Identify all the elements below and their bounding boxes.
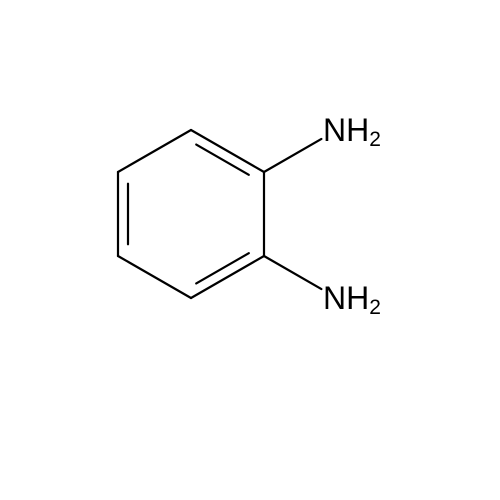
bond-c2-c3 — [191, 256, 264, 298]
bond-c2-n2 — [264, 256, 321, 289]
atom-label-n2: NH2 — [323, 280, 381, 319]
bond-c5-c6 — [118, 130, 191, 172]
bond-c6-c1 — [191, 130, 264, 172]
bond-c3-c4 — [118, 256, 191, 298]
bond-c1-n1 — [264, 139, 321, 172]
atom-label-n1: NH2 — [323, 112, 381, 151]
molecule-structure: NH2 NH2 — [0, 0, 500, 500]
